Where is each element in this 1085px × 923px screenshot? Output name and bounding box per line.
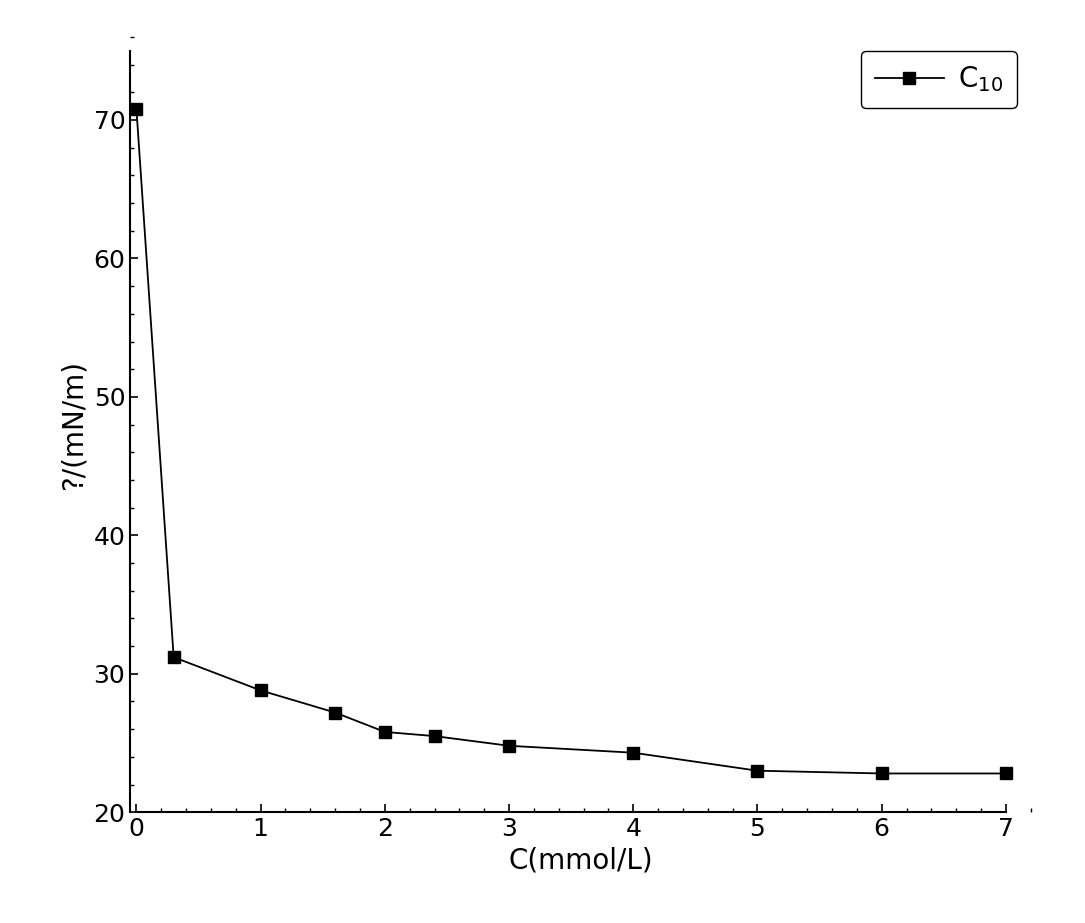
Legend: C$_{10}$: C$_{10}$	[860, 51, 1017, 108]
Y-axis label: ?/(mN/m): ?/(mN/m)	[60, 360, 88, 489]
X-axis label: C(mmol/L): C(mmol/L)	[508, 846, 653, 875]
